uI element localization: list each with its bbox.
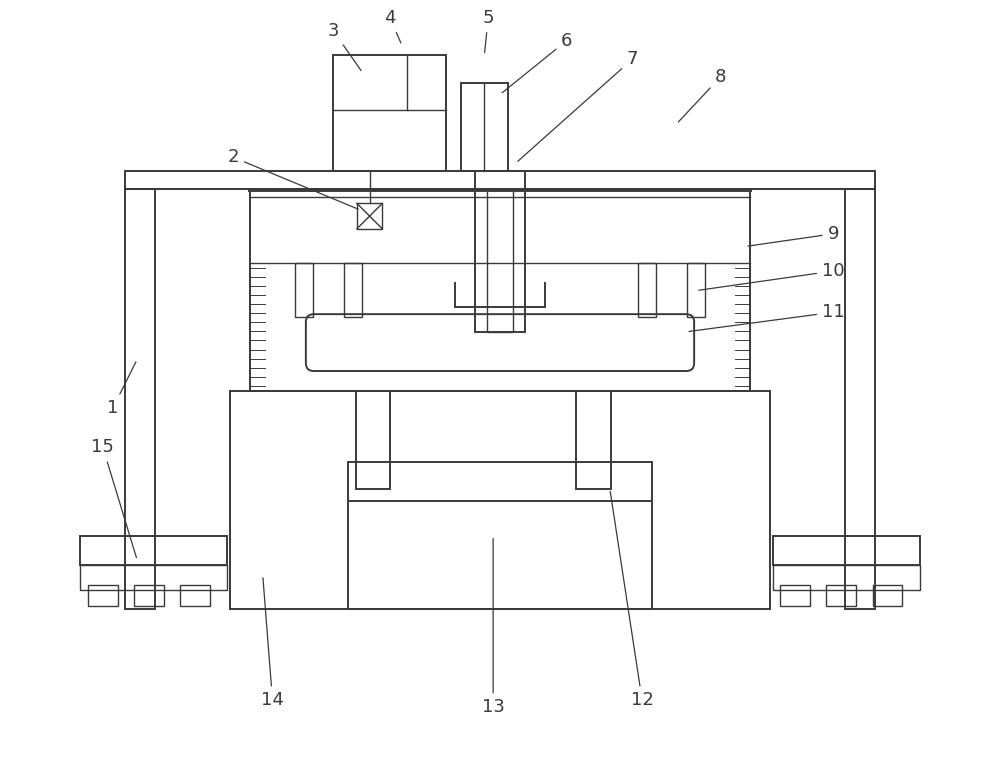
Bar <box>125 171 875 188</box>
Bar <box>180 585 210 606</box>
Bar <box>80 565 227 590</box>
Text: 2: 2 <box>228 149 358 209</box>
Bar <box>250 190 750 391</box>
Bar <box>230 391 770 609</box>
Bar <box>344 263 362 317</box>
Bar <box>461 82 508 171</box>
Text: 12: 12 <box>610 492 654 710</box>
Bar <box>773 565 920 590</box>
Bar <box>773 536 920 565</box>
Bar <box>356 391 390 489</box>
Bar <box>638 263 656 317</box>
Bar <box>576 391 611 489</box>
Text: 4: 4 <box>384 9 401 43</box>
Bar <box>333 55 446 171</box>
Text: 9: 9 <box>748 225 839 246</box>
Text: 11: 11 <box>689 303 845 331</box>
Bar <box>295 263 313 317</box>
Text: 14: 14 <box>261 578 284 710</box>
Bar <box>487 190 513 331</box>
Text: 1: 1 <box>107 362 136 417</box>
Text: 6: 6 <box>502 32 572 93</box>
Bar <box>780 585 810 606</box>
Bar <box>873 585 902 606</box>
Text: 3: 3 <box>328 22 361 71</box>
Bar <box>826 585 856 606</box>
Bar <box>687 263 705 317</box>
Bar <box>348 462 652 609</box>
Text: 15: 15 <box>91 439 136 558</box>
Text: 8: 8 <box>678 68 726 122</box>
Text: 13: 13 <box>482 538 505 717</box>
Bar <box>80 536 227 565</box>
Bar <box>88 585 118 606</box>
Bar <box>475 171 525 331</box>
Text: 5: 5 <box>482 9 494 53</box>
Bar <box>134 585 164 606</box>
Text: 7: 7 <box>518 51 638 161</box>
Bar <box>357 203 382 229</box>
Text: 10: 10 <box>699 262 845 290</box>
Bar <box>125 188 155 609</box>
Bar <box>845 188 875 609</box>
